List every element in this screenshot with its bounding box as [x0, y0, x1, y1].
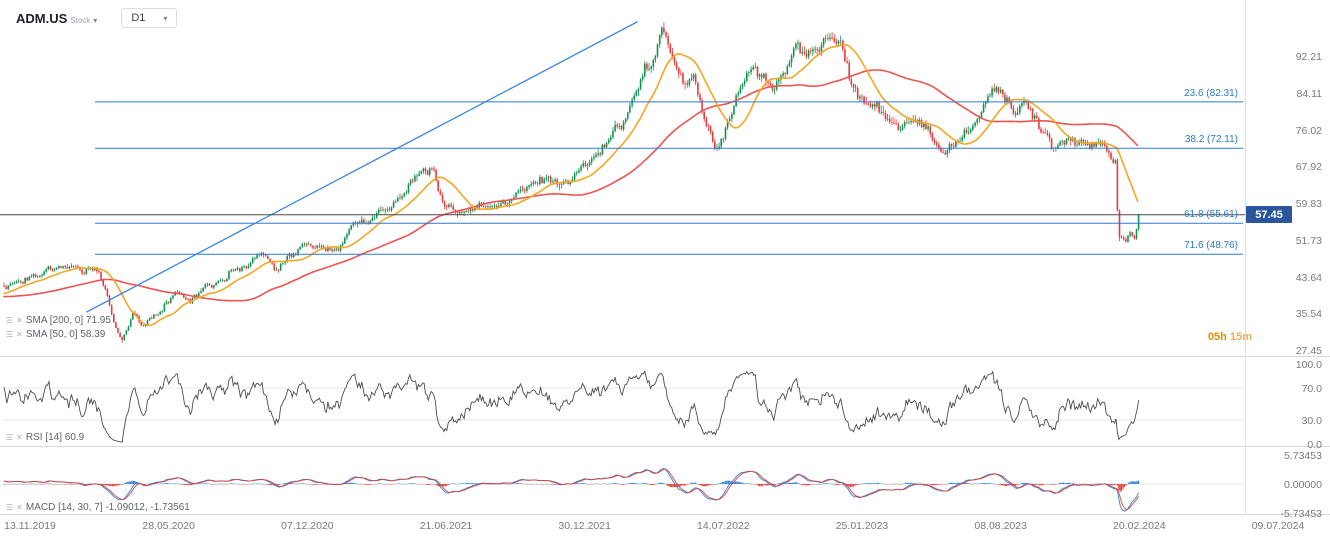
sma-50-line — [3, 43, 1139, 327]
indicator-remove-icon[interactable]: ✕ — [16, 329, 23, 339]
symbol-name: ADM.US — [16, 10, 68, 26]
indicator-remove-icon[interactable]: ✕ — [16, 432, 23, 442]
countdown-minutes: 15m — [1229, 331, 1252, 343]
chevron-down-icon: ▾ — [93, 15, 98, 25]
time-axis-label: 07.12.2020 — [281, 520, 334, 532]
price-axis-label: 35.54 — [1295, 308, 1322, 321]
chart-topbar: ADM.US Stock ▾ D1 ▾ — [16, 8, 178, 28]
countdown-hours: 05h — [1207, 331, 1227, 343]
price-axis-label: 92.21 — [1295, 51, 1322, 63]
trendline[interactable] — [85, 21, 639, 313]
symbol-type-label: Stock — [70, 15, 91, 25]
rsi-axis-label: 70.0 — [1301, 383, 1322, 395]
bear-candle-wicks — [3, 22, 1135, 343]
pane-separator[interactable] — [0, 356, 1330, 357]
indicator-settings-icon[interactable]: ☰ — [6, 432, 14, 442]
time-axis-label: 21.06.2021 — [419, 520, 473, 532]
time-axis-border — [0, 514, 1330, 515]
sma-200-line — [3, 69, 1139, 302]
time-axis-label: 30.12.2021 — [558, 520, 611, 532]
time-axis-label: 14.07.2022 — [697, 520, 750, 532]
macd-pane[interactable] — [3, 468, 1243, 512]
rsi-line — [3, 370, 1140, 443]
sma-50-label: SMA [50, 0] 58.39 — [25, 328, 106, 340]
candle-close-countdown: 05h 15m — [1208, 331, 1252, 343]
price-axis-border — [1245, 0, 1246, 514]
macd-histogram-negative — [6, 484, 1127, 492]
chevron-down-icon: ▾ — [163, 13, 168, 23]
macd-label: MACD [14, 30, 7] -1.09012, -1.73561 — [25, 501, 190, 513]
symbol-selector[interactable]: ADM.US Stock ▾ — [16, 11, 97, 26]
time-axis-label: 13.11.2019 — [4, 520, 56, 532]
chart-canvas[interactable] — [0, 0, 1246, 514]
sma-200-label: SMA [200, 0] 71.95 — [25, 314, 111, 326]
rsi-legend-row: ☰ ✕ RSI [14] 60.9 — [6, 430, 84, 444]
indicator-settings-icon[interactable]: ☰ — [6, 329, 14, 339]
macd-axis-label: 5.73453 — [1284, 450, 1322, 462]
macd-legend-row: ☰ ✕ MACD [14, 30, 7] -1.09012, -1.73561 — [6, 500, 190, 514]
macd-pane-legend: ☰ ✕ MACD [14, 30, 7] -1.09012, -1.73561 — [6, 500, 190, 514]
indicator-settings-icon[interactable]: ☰ — [6, 502, 14, 512]
price-axis-label: 59.83 — [1295, 198, 1322, 210]
indicator-remove-icon[interactable]: ✕ — [16, 315, 23, 325]
time-axis-label: 28.05.2020 — [142, 520, 195, 532]
price-pane[interactable] — [0, 21, 1245, 343]
timeframe-selector[interactable]: D1 ▾ — [121, 8, 178, 28]
time-axis-label: 09.07.2024 — [1251, 520, 1305, 532]
macd-signal-line — [3, 468, 1139, 510]
rsi-label: RSI [14] 60.9 — [25, 431, 85, 443]
rsi-pane[interactable] — [3, 370, 1243, 443]
timeframe-value: D1 — [131, 12, 146, 24]
macd-axis-label: 0.00000 — [1284, 479, 1322, 491]
price-axis-label: 84.11 — [1296, 87, 1323, 100]
rsi-axis-label: 100.0 — [1295, 359, 1322, 371]
pane-separator[interactable] — [0, 446, 1330, 447]
sma-50-legend-row: ☰ ✕ SMA [50, 0] 58.39 — [6, 327, 111, 341]
price-axis-label: 67.92 — [1295, 161, 1322, 174]
price-axis-label: 51.73 — [1295, 234, 1322, 247]
rsi-pane-legend: ☰ ✕ RSI [14] 60.9 — [6, 430, 84, 444]
time-axis-label: 08.08.2023 — [974, 520, 1027, 532]
time-axis-label: 25.01.2023 — [835, 520, 889, 532]
time-axis-label: 20.02.2024 — [1113, 520, 1166, 532]
rsi-axis-label: 0.0 — [1307, 439, 1322, 451]
indicator-settings-icon[interactable]: ☰ — [6, 315, 14, 325]
main-pane-legend: ☰ ✕ SMA [200, 0] 71.95 ☰ ✕ SMA [50, 0] 5… — [6, 313, 111, 341]
last-price-tag: 57.45 — [1246, 206, 1292, 224]
last-price-value: 57.45 — [1255, 208, 1283, 221]
sma-200-legend-row: ☰ ✕ SMA [200, 0] 71.95 — [6, 313, 111, 327]
rsi-axis-label: 30.0 — [1301, 415, 1322, 427]
price-axis-label: 76.02 — [1295, 124, 1322, 137]
indicator-remove-icon[interactable]: ✕ — [16, 502, 23, 512]
price-axis-label: 43.64 — [1295, 271, 1322, 284]
